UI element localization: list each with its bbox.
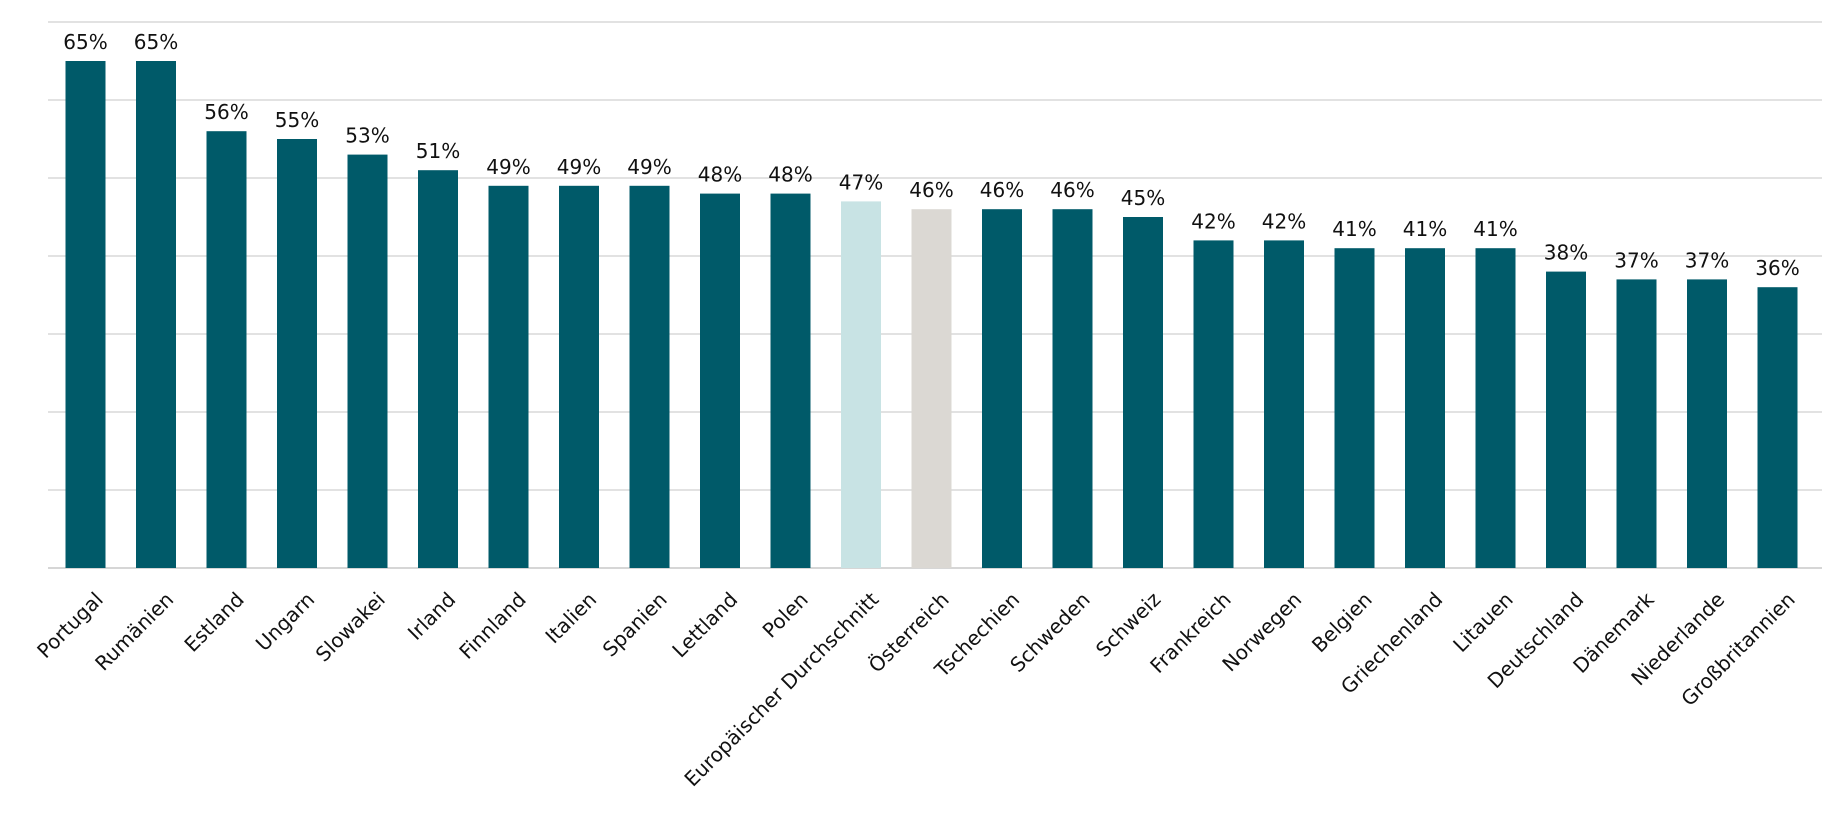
value-label: 42% [1262,209,1306,233]
bar [559,185,599,569]
bar [1616,279,1657,568]
value-label: 37% [1614,248,1658,272]
value-label: 49% [627,155,671,179]
x-tick-label: Irland [403,587,460,644]
bar [770,193,811,568]
bars [65,61,1798,569]
value-label: 55% [275,108,319,132]
bar [206,131,247,568]
value-label: 65% [63,30,107,54]
bar [1334,248,1375,568]
bar [982,209,1022,568]
x-tick-label: Italien [540,587,601,648]
bar [488,185,529,569]
value-labels: 65% 65% 56% 55% 53% 51% 49% 49% 49% 48% 48% 47% 46% 4… [63,30,1799,280]
value-label: 41% [1473,217,1517,241]
x-tick-label: Schweiz [1091,587,1165,661]
bar [1123,217,1163,568]
value-label: 46% [1050,178,1094,202]
value-label: 41% [1332,217,1376,241]
x-tick-label: Lettland [667,587,742,662]
value-label: 49% [557,155,601,179]
value-label: 51% [416,139,460,163]
bar [911,209,952,568]
x-tick-label: Spanien [598,587,672,661]
value-label: 56% [204,100,248,124]
x-tick-label: Litauen [1448,587,1518,657]
x-tick-label: Ungarn [251,587,319,655]
bar [347,154,388,568]
value-label: 38% [1544,241,1588,265]
bar [136,61,176,568]
value-label: 36% [1755,256,1799,280]
value-label: 47% [839,170,883,194]
x-tick-label: Polen [758,587,813,642]
value-label: 48% [698,163,742,187]
x-tick-label: Estland [179,587,248,656]
bar [418,170,458,568]
x-tick-label: Belgien [1307,587,1377,657]
bar [1757,287,1798,568]
bar [841,201,881,568]
bar [1475,248,1516,568]
bar [1687,279,1727,568]
x-tick-label: Slowakei [311,587,390,666]
value-label: 49% [486,155,530,179]
bar [1264,240,1304,568]
bar [1546,271,1586,568]
bar [1405,248,1445,568]
bar [629,185,670,569]
value-label: 45% [1121,186,1165,210]
value-label: 41% [1403,217,1447,241]
value-label: 42% [1191,209,1235,233]
value-label: 46% [909,178,953,202]
bar [700,193,740,568]
bar [1193,240,1234,568]
value-label: 46% [980,178,1024,202]
bar [65,61,106,568]
bar [1052,209,1093,568]
value-label: 48% [768,163,812,187]
bar [277,139,317,568]
value-label: 65% [134,30,178,54]
value-label: 53% [345,124,389,148]
value-label: 37% [1685,248,1729,272]
x-tick-label: Finnland [454,587,530,663]
